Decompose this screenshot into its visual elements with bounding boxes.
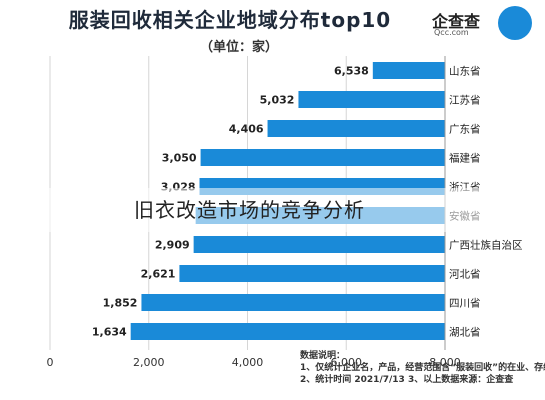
logo-url: Qcc.com xyxy=(434,28,469,37)
data-label: 2,621 xyxy=(141,268,176,281)
bar xyxy=(298,91,445,108)
caption-backdrop xyxy=(0,188,545,232)
bar xyxy=(130,323,445,340)
category-label: 广东省 xyxy=(449,123,481,136)
caption-text: 旧衣改造市场的竞争分析 xyxy=(134,198,365,222)
data-label: 1,852 xyxy=(103,297,138,310)
category-label: 广西壮族自治区 xyxy=(449,239,523,252)
notes-line: 2、统计时间 2021/7/13 3、以上数据来源：企查查 xyxy=(300,375,514,385)
category-label: 四川省 xyxy=(449,297,481,310)
data-notes: 数据说明： 1、仅统计企业名，产品，经营范围含“服装回收”的在业、存续企业 2、… xyxy=(300,350,545,386)
logo-name: 企查查 xyxy=(432,12,481,31)
bar xyxy=(267,120,445,137)
category-label: 江苏省 xyxy=(449,94,481,107)
data-label: 3,050 xyxy=(162,152,197,165)
x-tick-label: 6,000 xyxy=(331,356,363,369)
data-label: 1,634 xyxy=(92,326,127,339)
data-label: 2,909 xyxy=(155,239,190,252)
x-tick-label: 2,000 xyxy=(133,356,165,369)
bar xyxy=(193,236,445,253)
category-label: 山东省 xyxy=(449,65,481,78)
data-label: 5,032 xyxy=(260,94,295,107)
bar xyxy=(200,149,445,166)
bar xyxy=(141,294,445,311)
chart-title: 服装回收相关企业地域分布top10 xyxy=(68,8,392,32)
category-label: 福建省 xyxy=(449,152,481,165)
logo: 企查查 Qcc.com xyxy=(432,6,536,42)
bar xyxy=(372,62,445,79)
notes-line: 1、仅统计企业名，产品，经营范围含“服装回收”的在业、存续企业 xyxy=(300,363,545,373)
x-tick-label: 0 xyxy=(47,356,54,369)
category-label: 湖北省 xyxy=(449,326,481,339)
x-tick-label: 8,000 xyxy=(429,356,461,369)
unit-label: （单位：家） xyxy=(200,40,279,55)
bar xyxy=(179,265,446,282)
logo-icon xyxy=(498,6,532,40)
category-label: 河北省 xyxy=(449,268,481,281)
data-label: 4,406 xyxy=(229,123,264,136)
data-label: 6,538 xyxy=(334,65,369,78)
notes-heading: 数据说明： xyxy=(300,351,346,361)
x-tick-label: 4,000 xyxy=(232,356,264,369)
